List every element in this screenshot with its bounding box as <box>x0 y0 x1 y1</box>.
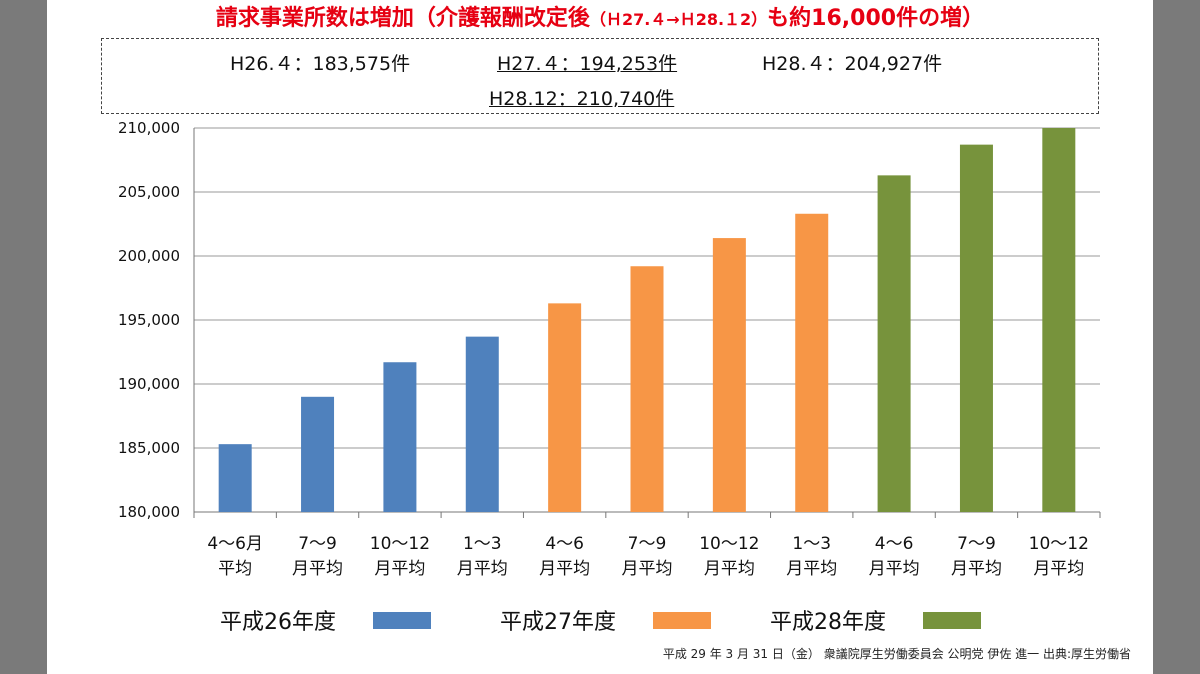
y-tick-label: 210,000 <box>118 119 180 137</box>
x-tick-label: 月平均 <box>374 559 425 579</box>
x-tick-label: 10～12 <box>699 534 759 554</box>
bar <box>218 444 252 512</box>
x-tick-label: 月平均 <box>457 559 508 579</box>
x-tick-label: 1～3 <box>792 534 831 554</box>
headline-tail: も約16,000件の増） <box>767 6 985 31</box>
legend-label: 平成27年度 <box>500 610 616 635</box>
y-tick-label: 185,000 <box>118 439 180 457</box>
headline-main: 請求事業所数は増加（介護報酬改定後 <box>215 6 590 31</box>
summary-h28-4: H28.４：204,927件 <box>762 53 943 75</box>
summary-h27: H27.４：194,253件 <box>497 53 678 75</box>
bar <box>465 336 499 512</box>
x-tick-label: 10～12 <box>370 534 430 554</box>
bar <box>548 303 582 512</box>
bar <box>301 396 335 512</box>
legend-swatch <box>373 612 431 629</box>
x-tick-label: 4～6 <box>875 534 914 554</box>
x-tick-label: 4～6月 <box>207 534 263 554</box>
bar <box>630 266 664 512</box>
legend-swatch <box>923 612 981 629</box>
slide: 請求事業所数は増加（介護報酬改定後（Ｈ27.４→Ｈ28.１2）も約16,000件… <box>47 0 1153 674</box>
x-tick-label: 月平均 <box>1033 559 1084 579</box>
x-tick-label: 月平均 <box>786 559 837 579</box>
x-tick-label: 月平均 <box>622 559 673 579</box>
x-tick-label: 10～12 <box>1029 534 1089 554</box>
summary-h28-12: H28.12：210,740件 <box>489 88 675 110</box>
x-tick-label: 1～3 <box>463 534 502 554</box>
x-tick-label: 月平均 <box>869 559 920 579</box>
x-tick-label: 平均 <box>218 559 252 579</box>
y-tick-label: 195,000 <box>118 311 180 329</box>
bar <box>959 144 993 512</box>
y-tick-label: 190,000 <box>118 375 180 393</box>
bar <box>383 362 417 512</box>
bar <box>795 213 829 512</box>
summary-h26: H26.４：183,575件 <box>230 53 411 75</box>
bar <box>1042 128 1076 512</box>
x-tick-label: 月平均 <box>539 559 590 579</box>
x-tick-label: 月平均 <box>951 559 1002 579</box>
x-tick-label: 4～6 <box>545 534 584 554</box>
x-tick-label: 7～9 <box>298 534 337 554</box>
summary-box: H26.４：183,575件 H27.４：194,253件 H28.４：204,… <box>101 38 1099 114</box>
x-tick-label: 7～9 <box>628 534 667 554</box>
footer-source: 平成 29 年 3 月 31 日（金） 衆議院厚生労働委員会 公明党 伊佐 進一… <box>662 647 1131 661</box>
legend-swatch <box>653 612 711 629</box>
y-tick-label: 205,000 <box>118 183 180 201</box>
legend-label: 平成26年度 <box>220 610 336 635</box>
x-tick-label: 月平均 <box>704 559 755 579</box>
bar <box>877 175 911 513</box>
x-tick-label: 月平均 <box>292 559 343 579</box>
x-tick-label: 7～9 <box>957 534 996 554</box>
headline: 請求事業所数は増加（介護報酬改定後（Ｈ27.４→Ｈ28.１2）も約16,000件… <box>47 0 1153 38</box>
headline-period: （Ｈ27.４→Ｈ28.１2） <box>589 10 768 29</box>
legend-label: 平成28年度 <box>770 610 886 635</box>
bar-chart: 180,000 185,000 190,000 195,000 200,000 205,0… <box>118 119 1101 635</box>
y-tick-label: 180,000 <box>118 503 180 521</box>
bar <box>712 238 746 512</box>
y-tick-label: 200,000 <box>118 247 180 265</box>
